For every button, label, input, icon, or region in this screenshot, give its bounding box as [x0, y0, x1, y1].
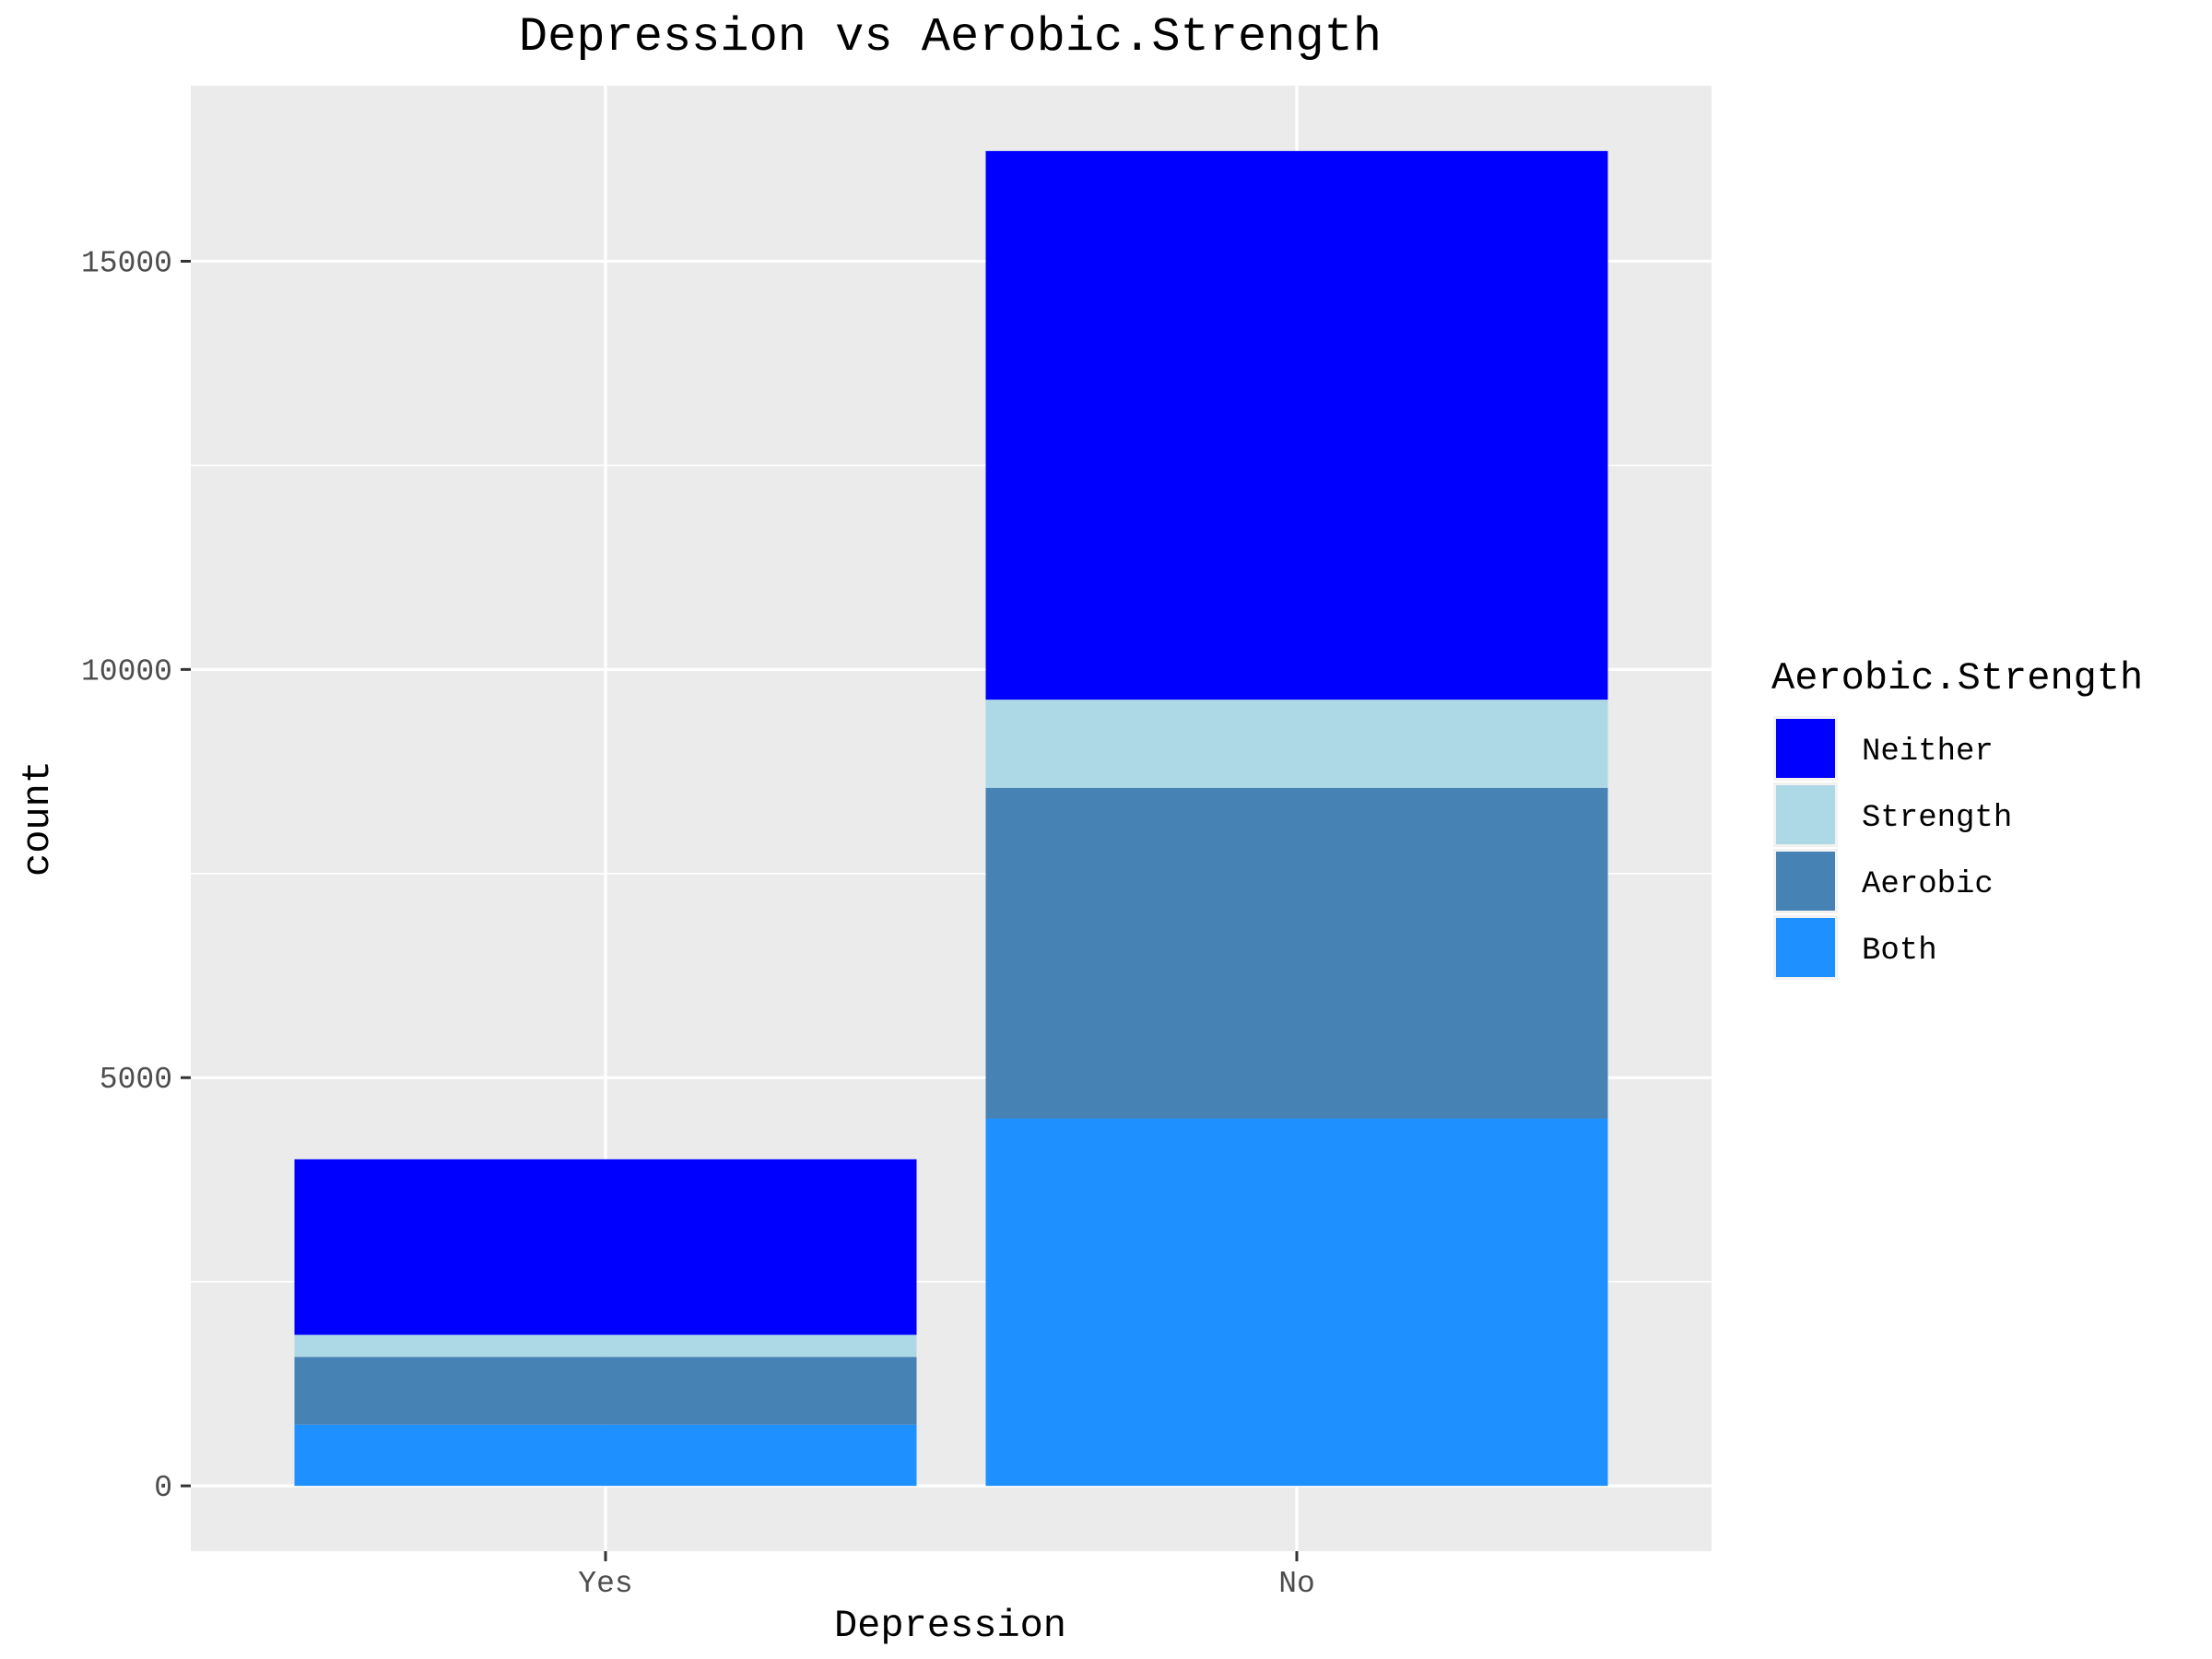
bar-yes-aerobic — [294, 1357, 917, 1425]
y-tick-label: 0 — [154, 1471, 172, 1505]
legend-title: Aerobic.Strength — [1771, 656, 2143, 700]
y-tick-label: 10000 — [81, 654, 172, 688]
chart-title: Depression vs Aerobic.Strength — [519, 10, 1382, 65]
legend-label-strength: Strength — [1862, 801, 2012, 836]
legend-swatch-strength — [1776, 785, 1835, 844]
legend-swatch-neither — [1776, 719, 1835, 778]
y-axis-title: count — [16, 760, 60, 877]
legend-label-both: Both — [1862, 934, 1937, 969]
bar-no-strength — [985, 700, 1608, 788]
y-tick-label: 15000 — [81, 246, 172, 280]
bar-yes-strength — [294, 1335, 917, 1358]
bar-yes-neither — [294, 1159, 917, 1335]
legend-swatch-both — [1776, 918, 1835, 977]
y-tick-label: 5000 — [100, 1063, 172, 1097]
bar-no-aerobic — [985, 787, 1608, 1119]
x-tick-label-no: No — [1278, 1567, 1315, 1601]
x-tick-label-yes: Yes — [578, 1567, 632, 1601]
y-axis: 0 5000 10000 15000 — [81, 246, 191, 1505]
bar-yes-both — [294, 1424, 917, 1487]
bars — [294, 150, 1608, 1487]
bar-no-neither — [985, 150, 1608, 700]
x-axis-title: Depression — [834, 1604, 1066, 1648]
legend-label-aerobic: Aerobic — [1862, 867, 1994, 902]
legend-swatch-aerobic — [1776, 852, 1835, 911]
legend: Aerobic.Strength Neither Strength Aerobic B… — [1771, 656, 2143, 980]
x-axis: Yes No — [578, 1551, 1315, 1601]
legend-label-neither: Neither — [1862, 735, 1994, 770]
bar-no-both — [985, 1118, 1608, 1487]
